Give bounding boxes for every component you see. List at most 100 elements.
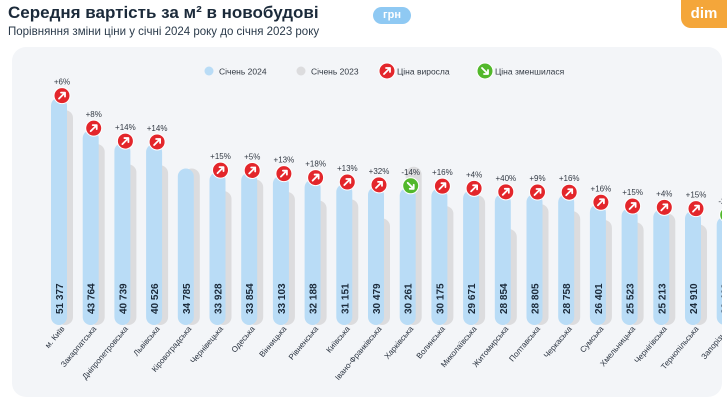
bar-2024	[336, 184, 353, 325]
category-label: м. Київ	[43, 325, 66, 350]
category-label: Полтавська	[507, 324, 542, 363]
change-label: +4%	[466, 170, 482, 179]
value-label: 43 764	[87, 283, 98, 314]
change-label: +18%	[305, 160, 326, 169]
dim-logo: dim	[681, 0, 727, 28]
bar-2024	[431, 188, 448, 325]
legend-dot-2024	[204, 66, 214, 76]
category-label: Волинська	[415, 324, 448, 360]
price-up-icon	[275, 165, 293, 183]
price-up-icon	[85, 119, 103, 137]
price-up-icon	[529, 183, 546, 201]
change-label: +14%	[115, 123, 136, 132]
category-label: Харківська	[383, 324, 416, 361]
legend-label: Ціна зменшилася	[495, 67, 565, 77]
bar-2024	[463, 190, 480, 325]
category-label: Рівненська	[287, 324, 321, 362]
page-title: Середня вартість за м² в новобудові	[8, 3, 319, 22]
bar-chart: Січень 2024 Січень 2023 Ціна виросла Ціна з…	[43, 62, 722, 382]
value-label: 34 785	[182, 283, 193, 314]
value-label: 40 526	[150, 283, 161, 314]
bar-2024	[685, 210, 701, 325]
price-up-icon	[116, 132, 134, 150]
price-up-icon	[592, 193, 610, 211]
category-label: Львівська	[132, 324, 162, 358]
bar-2024	[209, 172, 226, 325]
chart-panel: Січень 2024 Січень 2023 Ціна виросла Ціна з…	[12, 47, 722, 397]
category-label: Київська	[324, 324, 352, 355]
change-label: +16%	[432, 168, 453, 177]
change-label: +15%	[686, 191, 707, 200]
bar-2024	[51, 97, 67, 325]
bar-2024	[272, 175, 289, 325]
value-label: 25 213	[657, 283, 668, 314]
legend-label: Січень 2024	[219, 67, 267, 77]
value-label: 30 479	[372, 283, 383, 314]
change-label: +9%	[529, 174, 545, 183]
bar-2024	[621, 208, 638, 325]
value-label: 29 671	[467, 283, 478, 314]
legend-dot-2023	[296, 66, 306, 76]
value-label: 40 739	[118, 283, 129, 314]
price-up-icon	[497, 183, 515, 201]
change-label: +8%	[86, 110, 102, 119]
category-label: Одеська	[230, 324, 257, 354]
price-up-icon	[687, 200, 705, 218]
price-up-icon	[465, 179, 483, 197]
bar-2024	[114, 143, 131, 325]
value-label: 31 151	[340, 283, 351, 314]
change-label: -14%	[401, 168, 420, 177]
value-label: 30 261	[404, 283, 415, 314]
value-label: 25 523	[626, 283, 637, 314]
bar-2024	[399, 187, 416, 325]
legend-label: Січень 2023	[311, 67, 359, 77]
price-up-icon	[243, 161, 261, 179]
bar-2024	[177, 168, 194, 325]
price-down-icon	[719, 208, 722, 222]
change-label: +15%	[210, 152, 231, 161]
change-label: +15%	[622, 188, 643, 197]
price-up-icon	[212, 161, 229, 179]
change-label: +32%	[369, 167, 390, 176]
price-up-icon	[370, 176, 388, 194]
value-label: 32 188	[309, 283, 320, 314]
bar-2024	[716, 217, 722, 325]
bar-2024	[241, 172, 258, 325]
value-label: 26 401	[594, 283, 605, 314]
value-label: 30 175	[435, 283, 446, 314]
value-label: 33 854	[245, 283, 256, 314]
value-label: 28 805	[531, 283, 542, 314]
change-label: +4%	[656, 189, 672, 198]
change-label: +5%	[244, 152, 260, 161]
value-label: 24 910	[689, 283, 700, 314]
page-subtitle: Порівняння зміни ціни у січні 2024 року …	[8, 26, 320, 38]
category-label: Черкаська	[542, 324, 574, 360]
change-label: +40%	[495, 174, 516, 183]
legend-label: Ціна виросла	[397, 67, 450, 77]
price-up-icon	[560, 183, 578, 201]
category-label: Сумська	[578, 324, 605, 354]
value-label: 51 377	[55, 283, 66, 314]
category-label: Вінницька	[258, 324, 289, 359]
bar-2024	[368, 186, 384, 325]
change-label: +13%	[337, 164, 358, 173]
price-up-icon	[338, 173, 356, 191]
price-up-icon	[433, 177, 451, 195]
bar-2024	[304, 179, 321, 325]
red-up-arrow-icon	[378, 62, 396, 80]
price-up-icon	[655, 198, 673, 216]
price-up-icon	[307, 169, 325, 187]
price-down-icon	[402, 177, 420, 195]
price-up-icon	[148, 133, 166, 151]
bar-2024	[82, 130, 99, 325]
change-label: -20%	[718, 197, 722, 206]
bar-2024	[526, 194, 543, 325]
change-label: +16%	[591, 184, 612, 193]
value-label: 28 854	[499, 283, 510, 314]
currency-badge: грн	[373, 7, 411, 24]
change-label: +6%	[54, 78, 70, 87]
change-label: +14%	[147, 124, 168, 133]
bar-2024	[146, 143, 163, 325]
value-label: 33 928	[214, 283, 225, 314]
bar-2024	[589, 204, 606, 325]
